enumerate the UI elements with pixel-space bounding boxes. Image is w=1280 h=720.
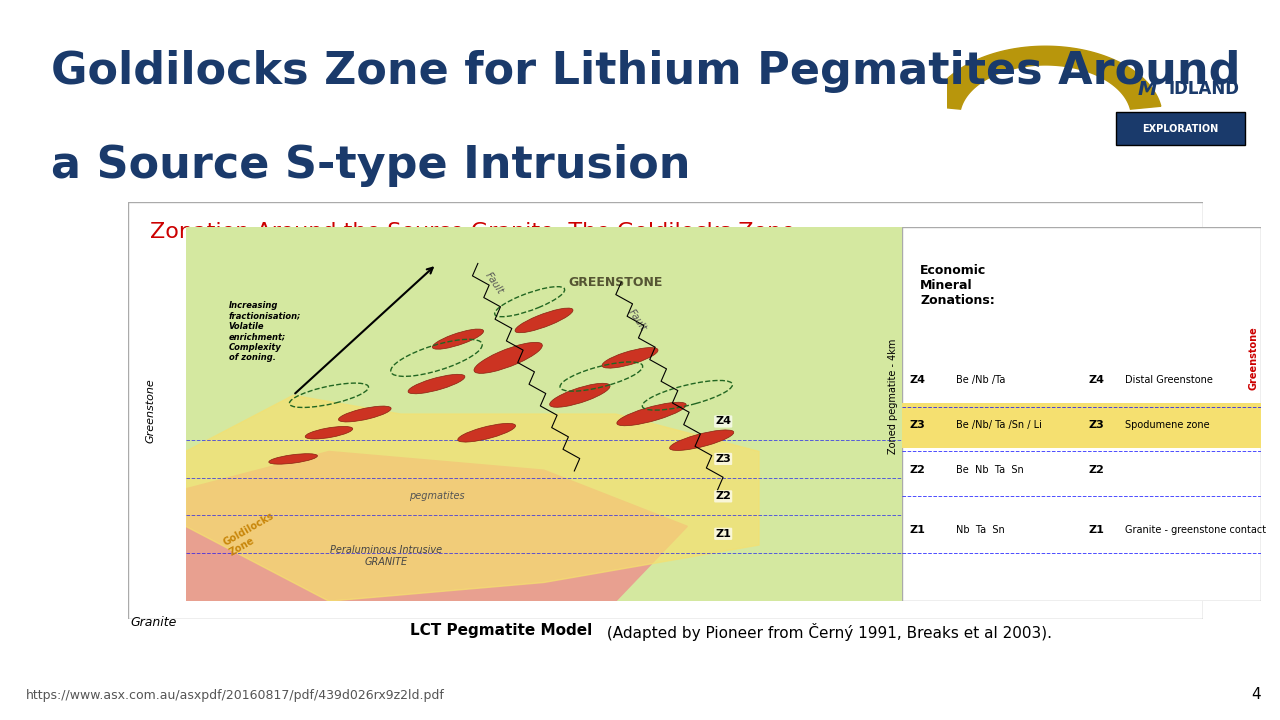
Ellipse shape xyxy=(549,383,611,408)
Text: Goldilocks Zone for Lithium Pegmatites Around: Goldilocks Zone for Lithium Pegmatites A… xyxy=(51,50,1240,94)
Text: Be /Nb /Ta: Be /Nb /Ta xyxy=(956,375,1006,385)
Text: Z2: Z2 xyxy=(1089,465,1105,475)
Text: Nb  Ta  Sn: Nb Ta Sn xyxy=(956,525,1005,535)
Text: Fault: Fault xyxy=(626,307,648,333)
Ellipse shape xyxy=(474,342,543,374)
Polygon shape xyxy=(186,451,687,601)
Text: a Source S-type Intrusion: a Source S-type Intrusion xyxy=(51,144,691,187)
Text: Zoned pegmatite - 4km: Zoned pegmatite - 4km xyxy=(888,338,899,454)
Text: Z1: Z1 xyxy=(716,528,731,539)
Text: IDLAND: IDLAND xyxy=(1169,80,1239,98)
Ellipse shape xyxy=(617,402,686,426)
FancyBboxPatch shape xyxy=(128,202,1203,619)
Ellipse shape xyxy=(338,406,392,422)
Text: Greenstone: Greenstone xyxy=(146,378,155,443)
Text: LCT Pegmatite Model: LCT Pegmatite Model xyxy=(410,623,591,638)
Text: Z2: Z2 xyxy=(910,465,925,475)
Ellipse shape xyxy=(408,374,465,394)
Text: Z3: Z3 xyxy=(910,420,925,431)
Text: Z4: Z4 xyxy=(910,375,925,385)
Text: https://www.asx.com.au/asxpdf/20160817/pdf/439d026rx9z2ld.pdf: https://www.asx.com.au/asxpdf/20160817/p… xyxy=(26,689,444,702)
Text: Z4: Z4 xyxy=(716,416,731,426)
Text: Goldilocks
Zone: Goldilocks Zone xyxy=(221,510,282,557)
Text: Spodumene zone: Spodumene zone xyxy=(1125,420,1210,431)
Ellipse shape xyxy=(433,329,484,349)
FancyBboxPatch shape xyxy=(1116,112,1245,145)
Text: Peraluminous Intrusive
GRANITE: Peraluminous Intrusive GRANITE xyxy=(330,546,443,567)
Text: Be  Nb  Ta  Sn: Be Nb Ta Sn xyxy=(956,465,1024,475)
Text: Z3: Z3 xyxy=(1089,420,1105,431)
Text: M: M xyxy=(1138,80,1157,99)
FancyBboxPatch shape xyxy=(902,402,1261,448)
Text: EXPLORATION: EXPLORATION xyxy=(1143,124,1219,134)
Text: Be /Nb/ Ta /Sn / Li: Be /Nb/ Ta /Sn / Li xyxy=(956,420,1042,431)
Text: GREENSTONE: GREENSTONE xyxy=(568,276,663,289)
FancyBboxPatch shape xyxy=(902,227,1261,601)
Text: Increasing
fractionisation;
Volatile
enrichment;
Complexity
of zoning.: Increasing fractionisation; Volatile enr… xyxy=(229,301,301,362)
Text: Greenstone: Greenstone xyxy=(1248,326,1258,390)
Ellipse shape xyxy=(602,348,658,368)
Polygon shape xyxy=(186,395,759,601)
Ellipse shape xyxy=(458,423,516,442)
Text: pegmatites: pegmatites xyxy=(408,491,465,501)
Text: Zonation Around the Source Granite: The Goldilocks Zone: Zonation Around the Source Granite: The … xyxy=(150,222,795,243)
Text: (Adapted by Pioneer from Černý 1991, Breaks et al 2003).: (Adapted by Pioneer from Černý 1991, Br… xyxy=(602,623,1052,641)
Text: Z1: Z1 xyxy=(910,525,925,535)
Text: Z1: Z1 xyxy=(1089,525,1105,535)
Ellipse shape xyxy=(305,426,353,439)
Text: Z3: Z3 xyxy=(716,454,731,464)
Polygon shape xyxy=(931,46,1161,109)
Text: Granite - greenstone contact: Granite - greenstone contact xyxy=(1125,525,1266,535)
Text: 4: 4 xyxy=(1251,687,1261,702)
Ellipse shape xyxy=(515,308,573,333)
Text: Distal Greenstone: Distal Greenstone xyxy=(1125,375,1212,385)
Polygon shape xyxy=(186,227,902,601)
Text: Fault: Fault xyxy=(483,270,504,296)
Ellipse shape xyxy=(269,454,317,464)
Text: Economic
Mineral
Zonations:: Economic Mineral Zonations: xyxy=(920,264,995,307)
Text: Z2: Z2 xyxy=(716,491,731,501)
Ellipse shape xyxy=(669,430,733,451)
Text: Granite: Granite xyxy=(131,616,177,629)
Text: Z4: Z4 xyxy=(1089,375,1105,385)
